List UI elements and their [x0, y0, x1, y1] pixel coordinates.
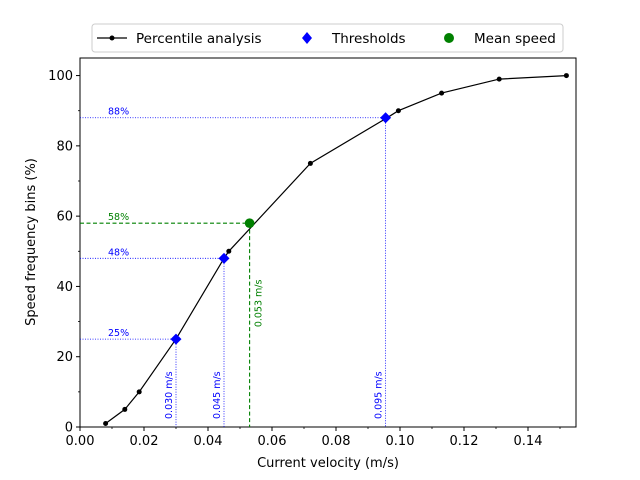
- legend-circle-swatch: [444, 33, 454, 43]
- y-tick-label: 0: [65, 421, 73, 436]
- y-tick-label: 40: [56, 280, 73, 295]
- percentile-point: [395, 108, 401, 114]
- x-tick-label: 0.10: [386, 434, 415, 449]
- percentile-point: [226, 248, 232, 254]
- x-tick-label: 0.08: [322, 434, 351, 449]
- percentile-point: [307, 160, 313, 166]
- legend-box: [91, 23, 564, 53]
- legend-label-thresholds: Thresholds: [331, 31, 406, 47]
- x-tick-label: 0.06: [258, 434, 287, 449]
- mean-percent-label: 58%: [108, 212, 129, 223]
- percentile-point: [439, 90, 445, 96]
- plot-area: [79, 57, 577, 428]
- threshold-percent-label: 88%: [108, 107, 129, 118]
- legend-diamond-swatch: [302, 32, 312, 44]
- percentile-point: [136, 389, 142, 395]
- threshold-marker: [218, 252, 230, 264]
- percentile-point: [122, 406, 128, 412]
- x-tick-label: 0.12: [450, 434, 479, 449]
- x-tick-label: 0.02: [130, 434, 159, 449]
- x-axis-ticks: 0.00 0.02 0.04 0.06 0.08 0.10 0.12 0.14: [66, 427, 561, 449]
- x-tick-label: 0.04: [194, 434, 223, 449]
- threshold-marker: [170, 333, 182, 345]
- annotations: 25% 0.030 m/s 48% 0.045 m/s 88% 0.095 m/s 58% 0…: [108, 107, 385, 419]
- percentile-line: [105, 75, 567, 424]
- legend-label-mean: Mean speed: [474, 31, 556, 47]
- y-tick-label: 80: [56, 139, 73, 154]
- percentile-point: [563, 73, 569, 79]
- y-tick-label: 60: [56, 210, 73, 225]
- mean-speed-label: 0.053 m/s: [254, 280, 265, 328]
- percentile-point: [496, 76, 502, 82]
- x-tick-label: 0.00: [66, 434, 95, 449]
- threshold-speed-label: 0.030 m/s: [164, 371, 175, 419]
- markers: [170, 112, 392, 345]
- legend-label-percentile: Percentile analysis: [136, 31, 262, 47]
- y-tick-label: 20: [56, 350, 73, 365]
- legend-dot-swatch: [109, 35, 115, 41]
- threshold-speed-label: 0.095 m/s: [374, 371, 385, 419]
- threshold-marker: [380, 112, 392, 124]
- threshold-speed-label: 0.045 m/s: [212, 371, 223, 419]
- y-axis-label: Speed frequency bins (%): [24, 158, 39, 326]
- threshold-percent-label: 48%: [108, 247, 129, 258]
- legend: Percentile analysis Thresholds Mean spee…: [91, 23, 564, 53]
- mean-marker: [244, 218, 255, 228]
- threshold-percent-label: 25%: [108, 328, 129, 339]
- y-axis-ticks: 0 20 40 60 80 100: [48, 69, 80, 436]
- x-tick-label: 0.14: [514, 434, 543, 449]
- x-axis-label: Current velocity (m/s): [257, 456, 399, 471]
- y-tick-label: 100: [48, 69, 73, 84]
- guide-lines: [80, 117, 387, 427]
- percentile-point: [103, 420, 109, 426]
